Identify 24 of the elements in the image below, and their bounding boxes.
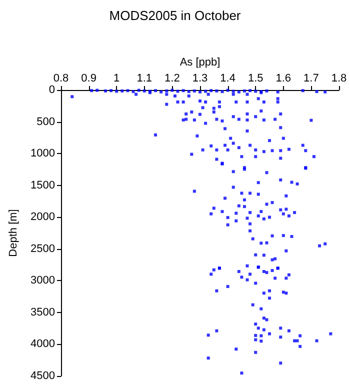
y-axis-title: Depth [m] [8,209,20,257]
x-tick-label: 1.6 [276,72,292,84]
y-tick-label: 500 [36,116,55,128]
y-tick-label: 2500 [30,242,55,255]
y-tick-label: 1000 [30,148,55,160]
y-tick-label: 1500 [30,179,55,192]
y-tick-label: 4000 [30,338,55,350]
x-tick-label: 1.2 [164,72,180,84]
x-tick-label: 1.3 [192,72,208,84]
chart-title: MODS2005 in October [109,8,242,23]
y-tick-label: 2000 [30,211,55,224]
x-tick-label: 1 [114,72,120,84]
x-tick-label: 0.9 [81,72,96,84]
y-tick-label: 3500 [30,306,55,318]
y-tick-label: 3000 [30,274,55,287]
x-tick-label: 1.8 [331,72,347,84]
x-tick-label: 1.1 [136,72,152,84]
x-tick-label: 1.5 [248,72,264,84]
y-tick-label: 4500 [30,370,55,382]
x-tick-label: 1.7 [304,72,319,84]
x-axis-title: As [ppb] [180,56,220,69]
y-tick-label: 0 [48,84,55,96]
x-tick-label: 1.4 [220,72,236,84]
x-tick-label: 0.8 [53,72,69,84]
